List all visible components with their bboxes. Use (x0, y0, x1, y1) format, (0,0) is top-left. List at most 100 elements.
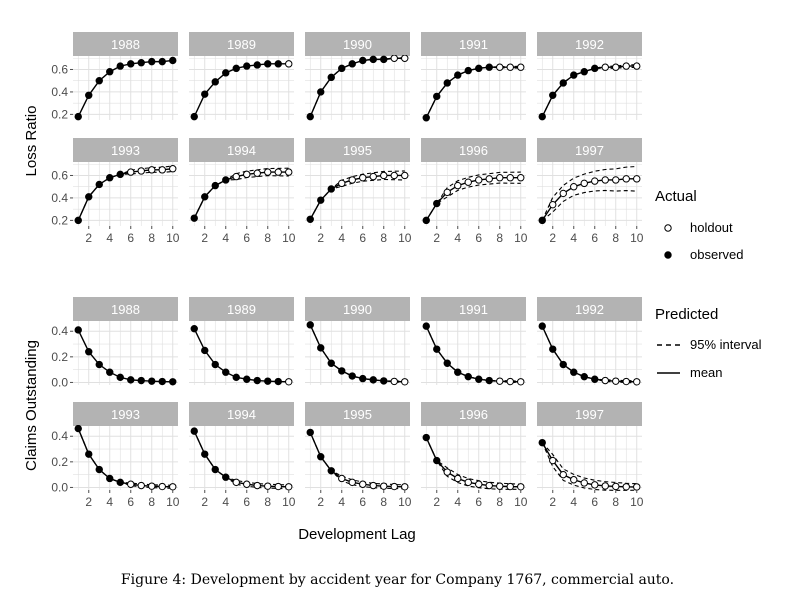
x-tick-label: 2 (433, 231, 440, 245)
legend-interval-label: 95% interval (690, 337, 762, 352)
holdout-point (464, 178, 472, 186)
holdout-point (158, 166, 166, 174)
panel-strip-label: 1995 (343, 407, 372, 422)
claims-outstanding-block: 1988 0.0 0.2 0.4 1989 1990 1991 1992 1993 0.0 0.2 0… (23, 297, 644, 509)
observed-point (106, 368, 114, 376)
panel-data (74, 326, 177, 386)
y-tick-label: 0.6 (51, 62, 68, 76)
observed-point (580, 68, 588, 76)
observed-point (475, 64, 483, 73)
holdout-point (158, 482, 166, 491)
panel-data (306, 170, 409, 223)
observed-point (201, 90, 209, 98)
holdout-point (485, 175, 493, 183)
holdout-point (549, 456, 557, 465)
panel-data (306, 55, 409, 121)
holdout-point (633, 175, 641, 183)
interval-lower-line (541, 442, 637, 491)
holdout-point (517, 483, 525, 491)
x-tick-label: 4 (570, 495, 577, 509)
holdout-point (369, 172, 377, 181)
panel-strip-label: 1995 (343, 143, 372, 158)
panel-strip-label: 1991 (459, 302, 488, 317)
panel-strip-label: 1993 (111, 407, 140, 422)
observed-point (190, 324, 198, 333)
mean-line (309, 324, 405, 383)
holdout-point (612, 482, 620, 491)
panel-loss-1991: 1991 (421, 32, 526, 122)
observed-point (116, 62, 124, 70)
panel-strip-label: 1989 (227, 302, 256, 317)
holdout-point (601, 376, 609, 385)
panel-grid (305, 321, 410, 385)
holdout-point (264, 482, 272, 490)
holdout-point (285, 378, 293, 386)
observed-point (380, 377, 388, 385)
panel-loss-1993: 1993 0.2 0.4 0.6 2 4 6 8 10 (51, 138, 180, 245)
holdout-point (570, 476, 578, 484)
y-tick-label: 0.0 (51, 480, 68, 494)
panel-data (306, 321, 409, 386)
observed-point (422, 216, 430, 225)
interval-upper-line (541, 165, 637, 221)
mean-line (77, 428, 173, 488)
observed-point (74, 112, 82, 121)
holdout-point (485, 481, 493, 490)
holdout-point (601, 176, 609, 184)
holdout-point (633, 62, 641, 70)
holdout-point (496, 377, 504, 385)
x-tick-label: 4 (222, 231, 229, 245)
observed-point (591, 64, 599, 73)
holdout-point (454, 474, 462, 483)
observed-point (348, 60, 356, 68)
y-tick-label: 0.6 (51, 168, 68, 182)
mean-line (193, 430, 289, 488)
mean-line (541, 325, 637, 383)
observed-point (422, 433, 430, 442)
panel-claims-1996: 1996 2 4 6 8 10 (421, 402, 528, 509)
mean-line (425, 437, 521, 488)
observed-point (317, 453, 325, 461)
observed-point (485, 63, 493, 71)
panel-strip-label: 1988 (111, 302, 140, 317)
observed-point (570, 368, 578, 376)
x-tick-label: 2 (549, 231, 556, 245)
x-tick-label: 6 (359, 231, 366, 245)
observed-point (464, 66, 472, 75)
observed-point (85, 91, 93, 99)
legend-observed-label: observed (690, 247, 743, 262)
observed-point (148, 57, 156, 66)
observed-point (190, 214, 198, 222)
holdout-point (348, 176, 356, 184)
holdout-point (264, 168, 272, 176)
panel-data (190, 324, 293, 386)
panel-strip (189, 32, 294, 56)
panel-strip (305, 138, 410, 162)
panel-strip (421, 32, 526, 56)
holdout-point (454, 181, 462, 190)
mean-line (309, 174, 405, 220)
holdout-point (517, 174, 525, 182)
mean-line (541, 65, 637, 117)
observed-point (211, 78, 219, 86)
observed-point (74, 326, 82, 334)
holdout-point (601, 482, 609, 490)
x-tick-label: 10 (398, 495, 412, 509)
x-tick-label: 8 (496, 231, 503, 245)
x-tick-label: 4 (338, 495, 345, 509)
holdout-point (127, 480, 135, 488)
holdout-point (380, 171, 388, 180)
legend-predicted-title: Predicted (655, 306, 718, 323)
observed-point (243, 375, 251, 383)
panel-loss-1992: 1992 (537, 32, 642, 121)
panel-data (74, 165, 177, 225)
observed-point (538, 438, 546, 447)
x-tick-label: 6 (243, 495, 250, 509)
observed-point (380, 55, 388, 64)
holdout-point (622, 175, 630, 183)
holdout-point (612, 63, 620, 71)
panel-claims-1993: 1993 0.0 0.2 0.4 2 4 6 8 10 (51, 402, 180, 509)
holdout-point (496, 63, 504, 71)
observed-point (580, 372, 588, 381)
